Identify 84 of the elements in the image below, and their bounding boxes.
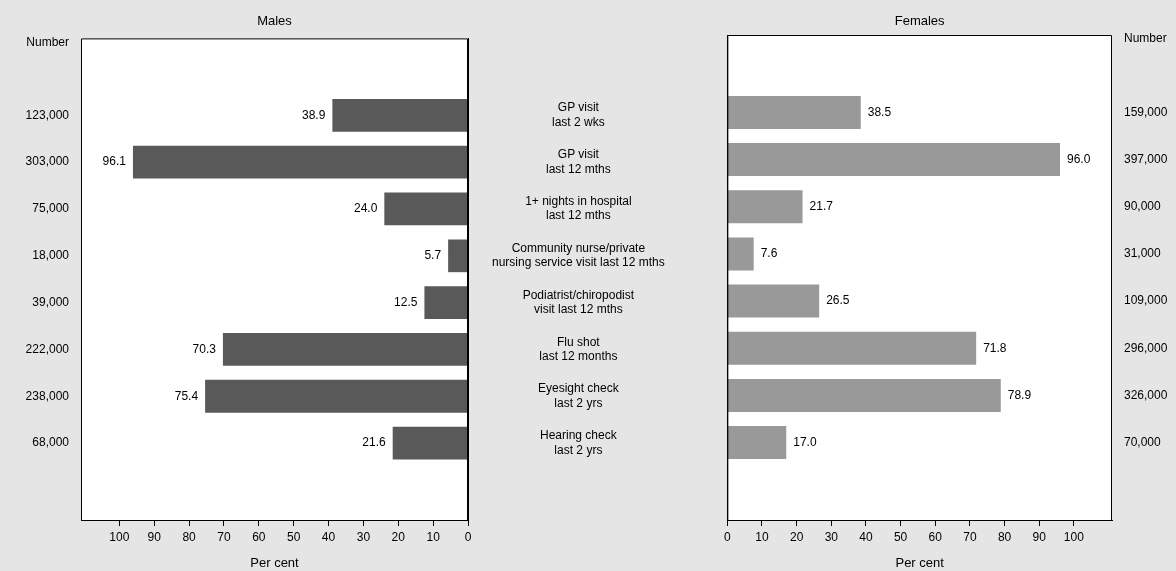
data-label: 21.7 bbox=[809, 199, 834, 214]
x-tick-label: 20 bbox=[789, 529, 804, 544]
bar bbox=[222, 333, 468, 366]
x-tick-label: 0 bbox=[464, 529, 472, 544]
text: 75,000 bbox=[32, 201, 70, 216]
x-axis-title: Per cent bbox=[895, 554, 945, 570]
bar bbox=[727, 143, 1061, 177]
x-tick-label: 70 bbox=[217, 529, 231, 544]
x-tick-label: 60 bbox=[252, 529, 266, 544]
text: 159,000 bbox=[1124, 104, 1168, 119]
data-label: 70.3 bbox=[192, 341, 217, 356]
chart-title: Males bbox=[257, 12, 293, 28]
bar bbox=[205, 379, 468, 413]
bar bbox=[332, 98, 468, 132]
text: 70,000 bbox=[1124, 434, 1162, 449]
chart-title: Females bbox=[894, 12, 946, 28]
x-tick-label: 30 bbox=[356, 529, 371, 544]
y-tick-label: Eyesight check last 2 yrs bbox=[538, 381, 620, 410]
text: 123,000 bbox=[25, 107, 70, 122]
text: 18,000 bbox=[32, 248, 70, 263]
bar bbox=[727, 190, 803, 224]
bar bbox=[448, 239, 468, 273]
bar bbox=[727, 426, 787, 460]
data-label: 12.5 bbox=[394, 294, 418, 309]
bar bbox=[727, 95, 861, 129]
data-label: 7.6 bbox=[760, 246, 778, 261]
data-label: 38.9 bbox=[302, 107, 326, 122]
y-axis-title: Number bbox=[1124, 31, 1167, 46]
text: 296,000 bbox=[1124, 340, 1168, 355]
x-tick-label: 10 bbox=[755, 529, 769, 544]
x-tick-label: 0 bbox=[723, 529, 731, 544]
text: 109,000 bbox=[1124, 293, 1168, 308]
y-tick-label: Hearing check last 2 yrs bbox=[540, 428, 618, 457]
data-label: 96.0 bbox=[1067, 151, 1091, 166]
bar bbox=[384, 192, 468, 226]
text: 31,000 bbox=[1124, 246, 1162, 261]
text: 238,000 bbox=[25, 388, 70, 403]
x-tick-label: 100 bbox=[109, 529, 130, 544]
x-tick-label: 100 bbox=[1063, 529, 1085, 544]
x-tick-label: 50 bbox=[287, 529, 301, 544]
data-label: 24.0 bbox=[353, 201, 378, 216]
y-axis-title: Number bbox=[26, 34, 69, 49]
text: 303,000 bbox=[25, 154, 70, 169]
bar bbox=[424, 286, 468, 319]
x-axis-title: Per cent bbox=[250, 554, 300, 570]
x-tick-label: 20 bbox=[391, 529, 406, 544]
x-tick-label: 80 bbox=[182, 529, 197, 544]
y-tick-label: Podiatrist/chiropodist visit last 12 mths bbox=[522, 287, 635, 317]
text: 90,000 bbox=[1124, 199, 1162, 214]
text: 326,000 bbox=[1124, 387, 1168, 402]
x-tick-label: 70 bbox=[963, 529, 977, 544]
x-tick-label: 90 bbox=[1032, 529, 1047, 544]
x-tick-label: 10 bbox=[426, 529, 441, 544]
bar bbox=[727, 331, 977, 365]
y-tick-label: GP visit last 12 mths bbox=[546, 147, 611, 176]
y-tick-label: Flu shot last 12 months bbox=[539, 334, 618, 363]
y-tick-label: Community nurse/private nursing service visit last 12 mths bbox=[492, 240, 665, 270]
data-label: 17.0 bbox=[793, 434, 817, 449]
data-label: 38.5 bbox=[867, 104, 892, 119]
data-label: 75.4 bbox=[174, 388, 199, 403]
bar bbox=[727, 378, 1001, 412]
y-tick-label: 1+ nights in hospital last 12 mths bbox=[525, 194, 632, 223]
x-tick-label: 50 bbox=[893, 529, 908, 544]
data-label: 21.6 bbox=[362, 435, 387, 450]
bar bbox=[392, 426, 468, 460]
x-tick-label: 90 bbox=[147, 529, 162, 544]
text: 68,000 bbox=[32, 435, 70, 450]
text: 222,000 bbox=[25, 341, 70, 356]
data-label: 78.9 bbox=[1007, 387, 1032, 402]
bar bbox=[727, 237, 754, 271]
x-tick-label: 60 bbox=[928, 529, 943, 544]
x-tick-label: 40 bbox=[321, 529, 336, 544]
x-tick-label: 40 bbox=[859, 529, 873, 544]
bar bbox=[132, 145, 468, 179]
bar bbox=[727, 284, 820, 318]
text: 39,000 bbox=[32, 294, 70, 309]
y-tick-label: GP visit last 2 wks bbox=[552, 100, 605, 129]
data-label: 5.7 bbox=[424, 248, 442, 263]
x-tick-label: 30 bbox=[824, 529, 839, 544]
data-label: 96.1 bbox=[102, 154, 127, 169]
text: 397,000 bbox=[1124, 151, 1168, 166]
data-label: 71.8 bbox=[983, 340, 1007, 355]
data-label: 26.5 bbox=[826, 293, 850, 308]
x-tick-label: 80 bbox=[997, 529, 1012, 544]
